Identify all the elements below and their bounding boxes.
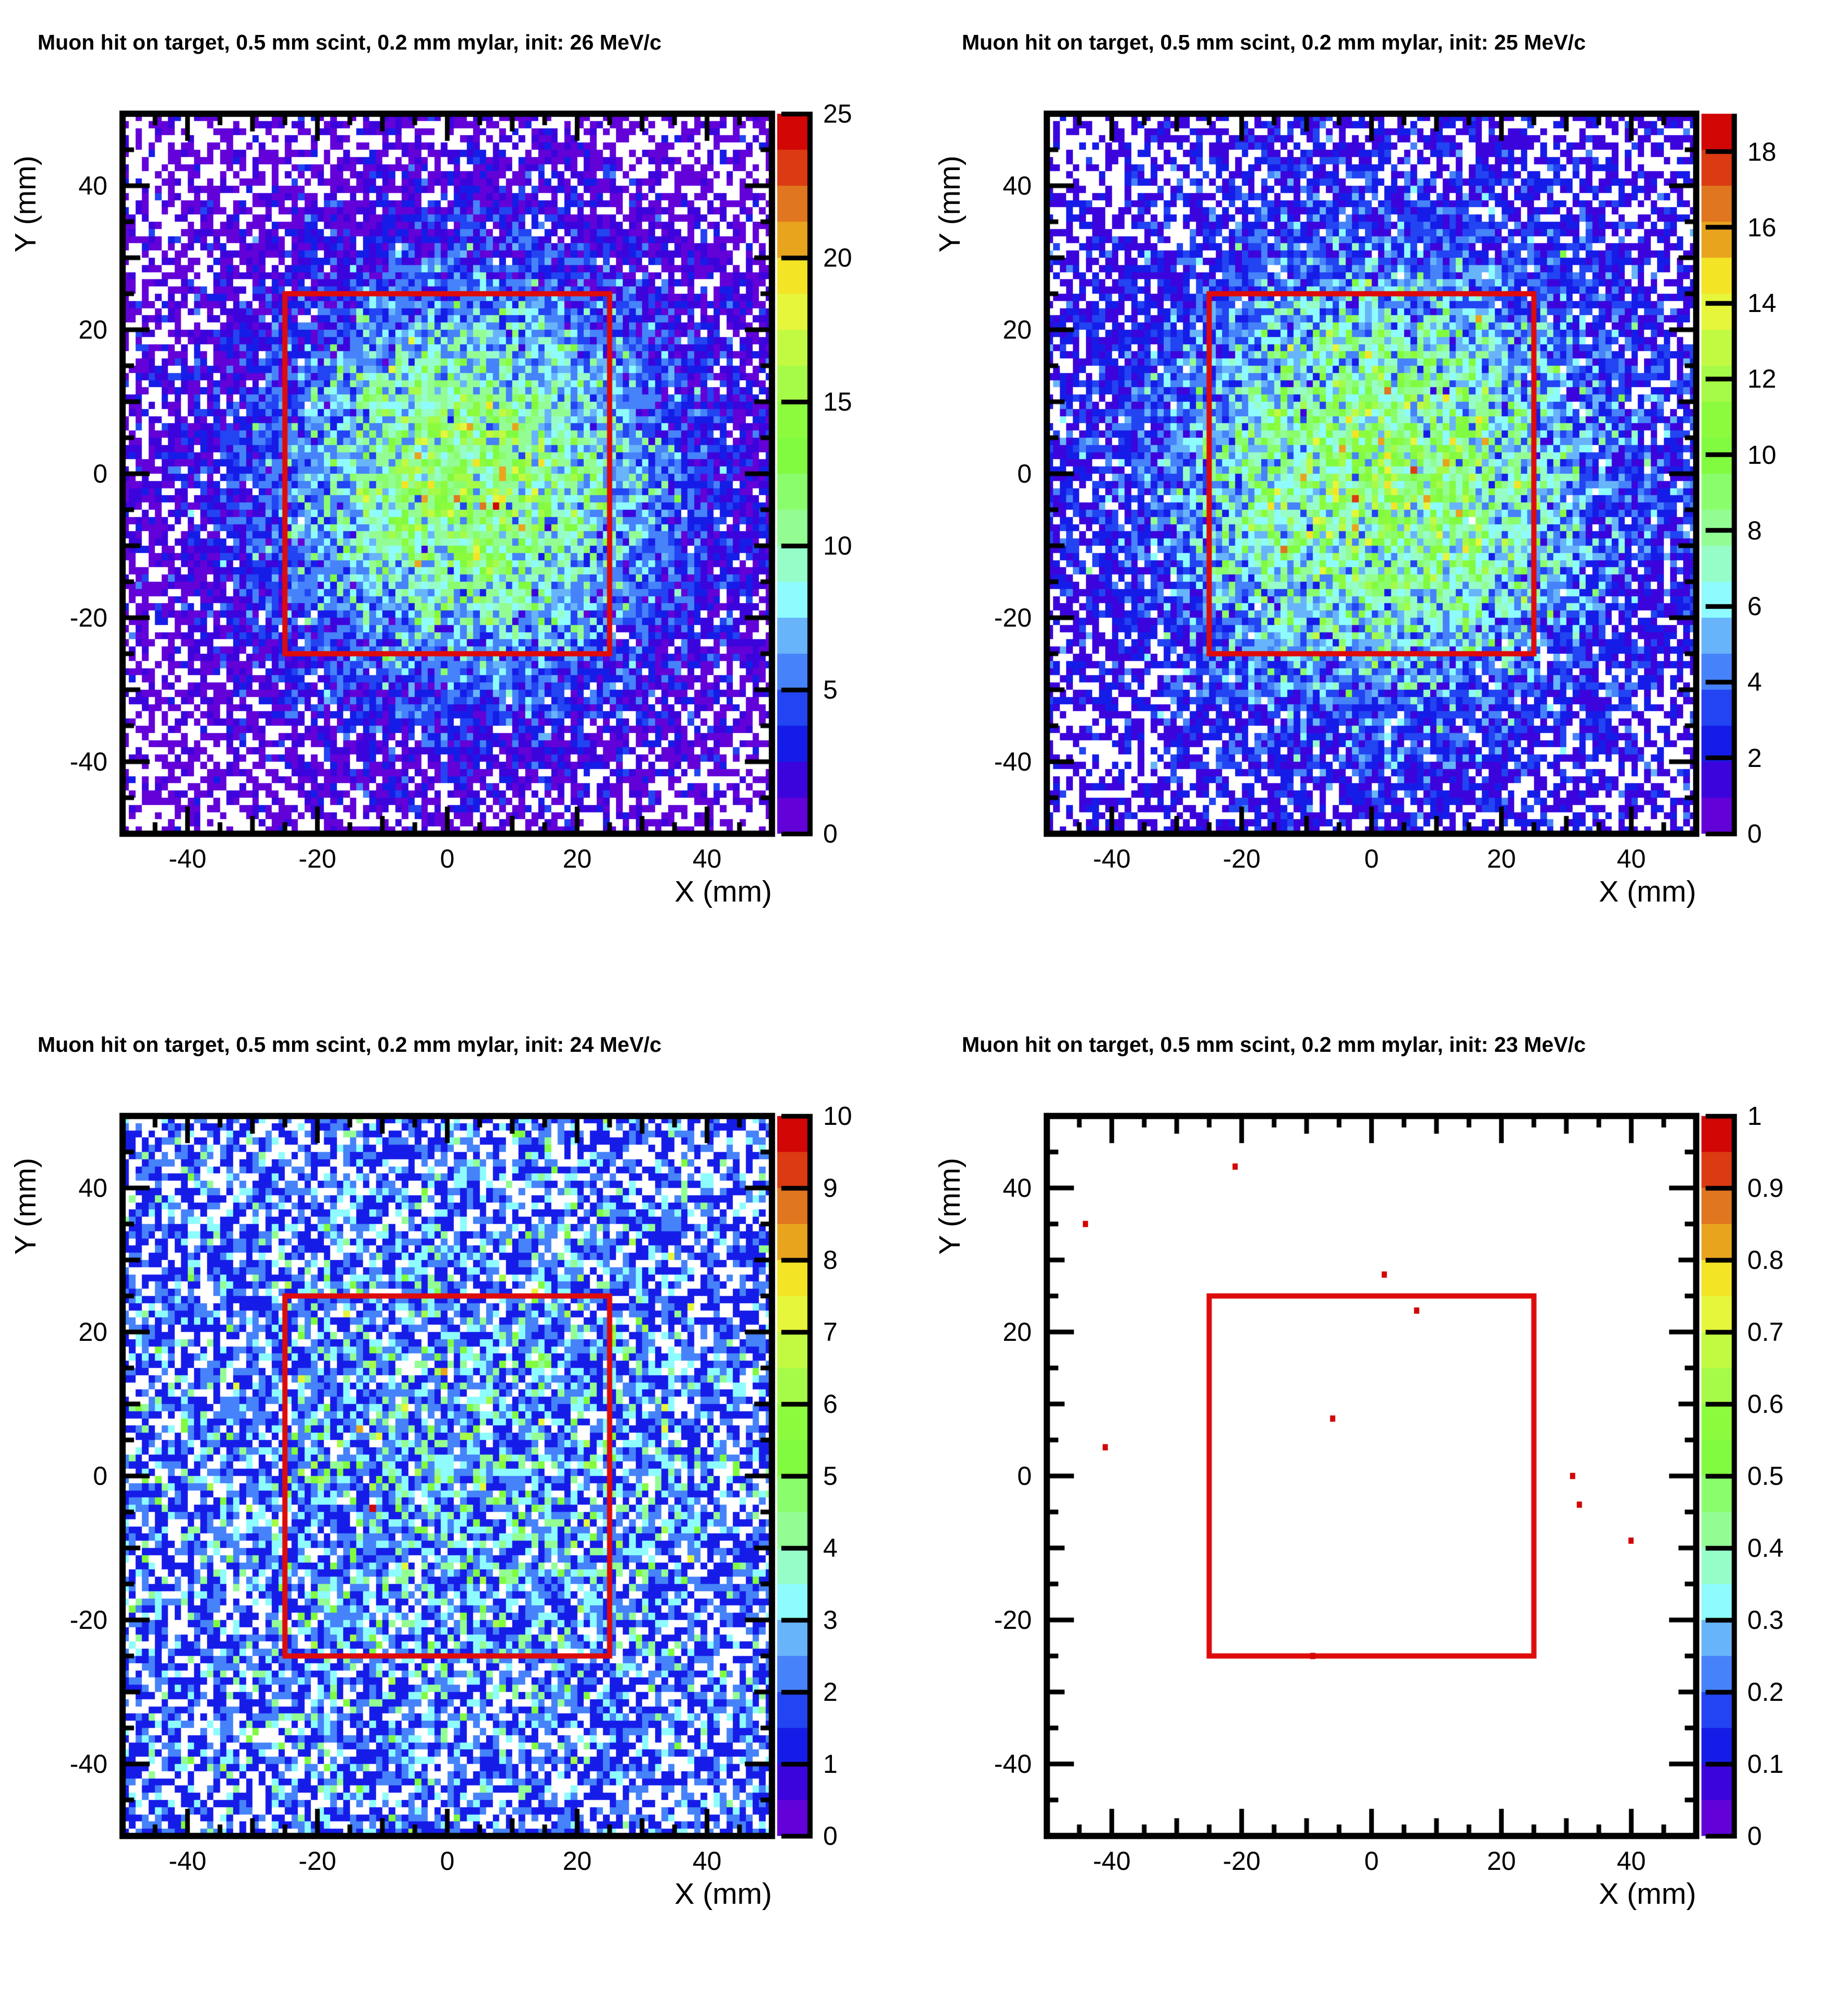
panel-title: Muon hit on target, 0.5 mm scint, 0.2 mm… (38, 30, 662, 54)
histogram-canvas-25mevc (924, 0, 1848, 1002)
x-tick-label: 0 (1364, 844, 1379, 873)
x-axis-title: X (mm) (674, 875, 772, 908)
y-tick-label: 20 (1002, 315, 1032, 344)
histogram-canvas-24mevc (0, 1002, 924, 2004)
y-tick-label: -20 (994, 1605, 1032, 1635)
y-tick-label: 20 (1002, 1317, 1032, 1347)
colorbar-tick-label: 0.5 (1747, 1461, 1784, 1491)
colorbar-tick-label: 0.3 (1747, 1605, 1784, 1635)
histogram-canvas-23mevc (924, 1002, 1848, 2004)
x-tick-label: 40 (1616, 1846, 1646, 1876)
colorbar-tick-label: 6 (1747, 592, 1762, 621)
colorbar-tick-label: 5 (823, 1461, 838, 1491)
colorbar-tick-label: 0 (1747, 819, 1762, 848)
y-tick-label: 0 (93, 459, 107, 488)
y-tick-label: 0 (1017, 1461, 1032, 1491)
x-tick-label: 40 (692, 1846, 722, 1876)
x-tick-label: 0 (440, 844, 455, 873)
y-tick-label: -40 (69, 747, 107, 776)
colorbar-tick-label: 10 (1747, 440, 1777, 470)
colorbar-tick-label: 8 (823, 1245, 838, 1275)
x-tick-label: -40 (1093, 1846, 1131, 1876)
colorbar-tick-label: 10 (823, 531, 852, 560)
y-tick-label: -20 (69, 603, 107, 632)
x-tick-label: 40 (1616, 844, 1646, 873)
x-tick-label: -40 (168, 844, 207, 873)
x-tick-label: -20 (298, 1846, 336, 1876)
colorbar-tick-label: 3 (823, 1605, 838, 1635)
x-tick-label: 20 (1487, 844, 1516, 873)
panel-title: Muon hit on target, 0.5 mm scint, 0.2 mm… (38, 1032, 662, 1056)
panel-init-26mevc: Muon hit on target, 0.5 mm scint, 0.2 mm… (0, 0, 924, 1002)
colorbar-tick-label: 8 (1747, 515, 1762, 545)
colorbar-tick-label: 0.1 (1747, 1749, 1784, 1779)
colorbar-tick-label: 18 (1747, 137, 1777, 166)
colorbar-tick-label: 0 (1747, 1821, 1762, 1851)
y-tick-label: -20 (994, 603, 1032, 632)
x-axis-title: X (mm) (674, 1877, 772, 1911)
colorbar-tick-label: 12 (1747, 364, 1777, 394)
y-tick-label: 0 (93, 1461, 107, 1491)
y-tick-label: 20 (78, 315, 107, 344)
colorbar-tick-label: 4 (823, 1533, 838, 1563)
y-tick-label: -40 (994, 1749, 1032, 1779)
panel-init-23mevc: Muon hit on target, 0.5 mm scint, 0.2 mm… (924, 1002, 1848, 2004)
colorbar-tick-label: 20 (823, 243, 852, 272)
colorbar-tick-label: 2 (823, 1677, 838, 1707)
x-tick-label: 0 (440, 1846, 455, 1876)
x-tick-label: 20 (1487, 1846, 1516, 1876)
y-tick-label: 0 (1017, 459, 1032, 488)
colorbar-tick-label: 7 (823, 1317, 838, 1347)
x-tick-label: 20 (562, 844, 592, 873)
colorbar-tick-label: 0.6 (1747, 1389, 1784, 1419)
x-tick-label: 40 (692, 844, 722, 873)
panel-init-25mevc: Muon hit on target, 0.5 mm scint, 0.2 mm… (924, 0, 1848, 1002)
colorbar-tick-label: 0.9 (1747, 1173, 1784, 1203)
x-tick-label: -40 (1093, 844, 1131, 873)
colorbar-tick-label: 16 (1747, 212, 1777, 242)
colorbar-tick-label: 15 (823, 387, 852, 416)
y-tick-label: 40 (78, 1173, 107, 1203)
colorbar-tick-label: 0.2 (1747, 1677, 1784, 1707)
y-tick-label: 40 (1002, 171, 1032, 200)
colorbar-tick-label: 5 (823, 675, 838, 704)
colorbar-tick-label: 0.8 (1747, 1245, 1784, 1275)
colorbar-tick-label: 4 (1747, 667, 1762, 697)
colorbar-tick-label: 6 (823, 1389, 838, 1419)
colorbar-tick-label: 1 (1747, 1101, 1762, 1131)
y-tick-label: 40 (1002, 1173, 1032, 1203)
colorbar-tick-label: 25 (823, 99, 852, 128)
colorbar-tick-label: 9 (823, 1173, 838, 1203)
colorbar-tick-label: 2 (1747, 743, 1762, 773)
x-axis-title: X (mm) (1599, 1877, 1696, 1911)
x-tick-label: -40 (168, 1846, 207, 1876)
colorbar-tick-label: 0.4 (1747, 1533, 1784, 1563)
y-tick-label: -40 (994, 747, 1032, 776)
panel-title: Muon hit on target, 0.5 mm scint, 0.2 mm… (962, 30, 1586, 54)
y-tick-label: -40 (69, 1749, 107, 1779)
colorbar-tick-label: 1 (823, 1749, 838, 1779)
x-tick-label: -20 (1223, 844, 1261, 873)
histogram-canvas-26mevc (0, 0, 924, 1002)
colorbar-tick-label: 10 (823, 1101, 852, 1131)
colorbar-tick-label: 14 (1747, 289, 1777, 318)
x-axis-title: X (mm) (1599, 875, 1696, 908)
y-tick-label: 20 (78, 1317, 107, 1347)
x-tick-label: 20 (562, 1846, 592, 1876)
colorbar-tick-label: 0.7 (1747, 1317, 1784, 1347)
colorbar-tick-label: 0 (823, 819, 838, 848)
colorbar-tick-label: 0 (823, 1821, 838, 1851)
x-tick-label: 0 (1364, 1846, 1379, 1876)
panel-title: Muon hit on target, 0.5 mm scint, 0.2 mm… (962, 1032, 1586, 1056)
y-tick-label: -20 (69, 1605, 107, 1635)
y-tick-label: 40 (78, 171, 107, 200)
x-tick-label: -20 (1223, 1846, 1261, 1876)
panel-init-24mevc: Muon hit on target, 0.5 mm scint, 0.2 mm… (0, 1002, 924, 2004)
x-tick-label: -20 (298, 844, 336, 873)
